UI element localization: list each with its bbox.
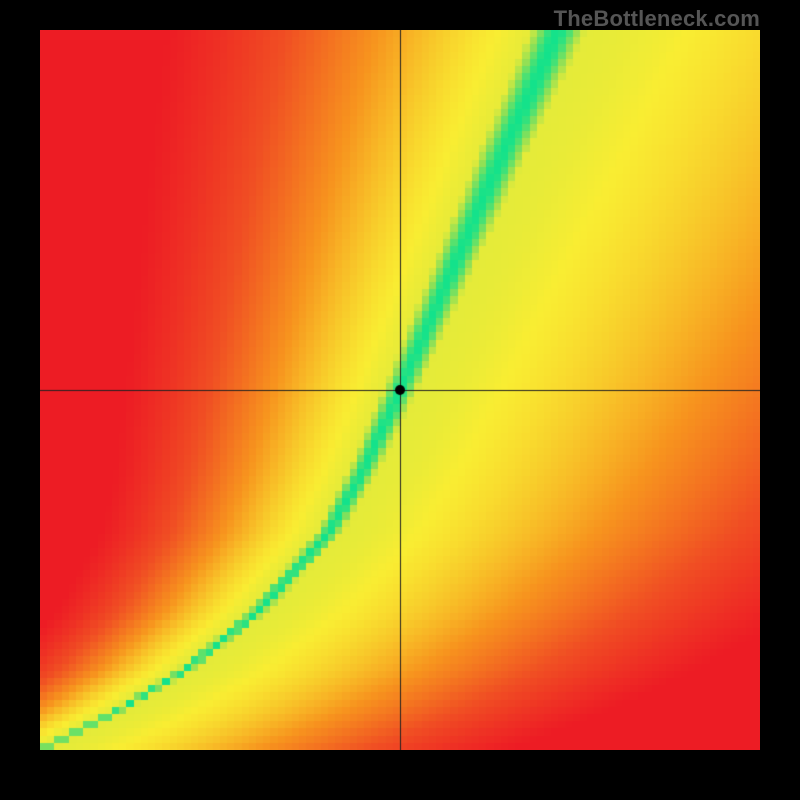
bottleneck-heatmap (40, 30, 760, 750)
chart-container: TheBottleneck.com (0, 0, 800, 800)
watermark-text: TheBottleneck.com (554, 6, 760, 32)
